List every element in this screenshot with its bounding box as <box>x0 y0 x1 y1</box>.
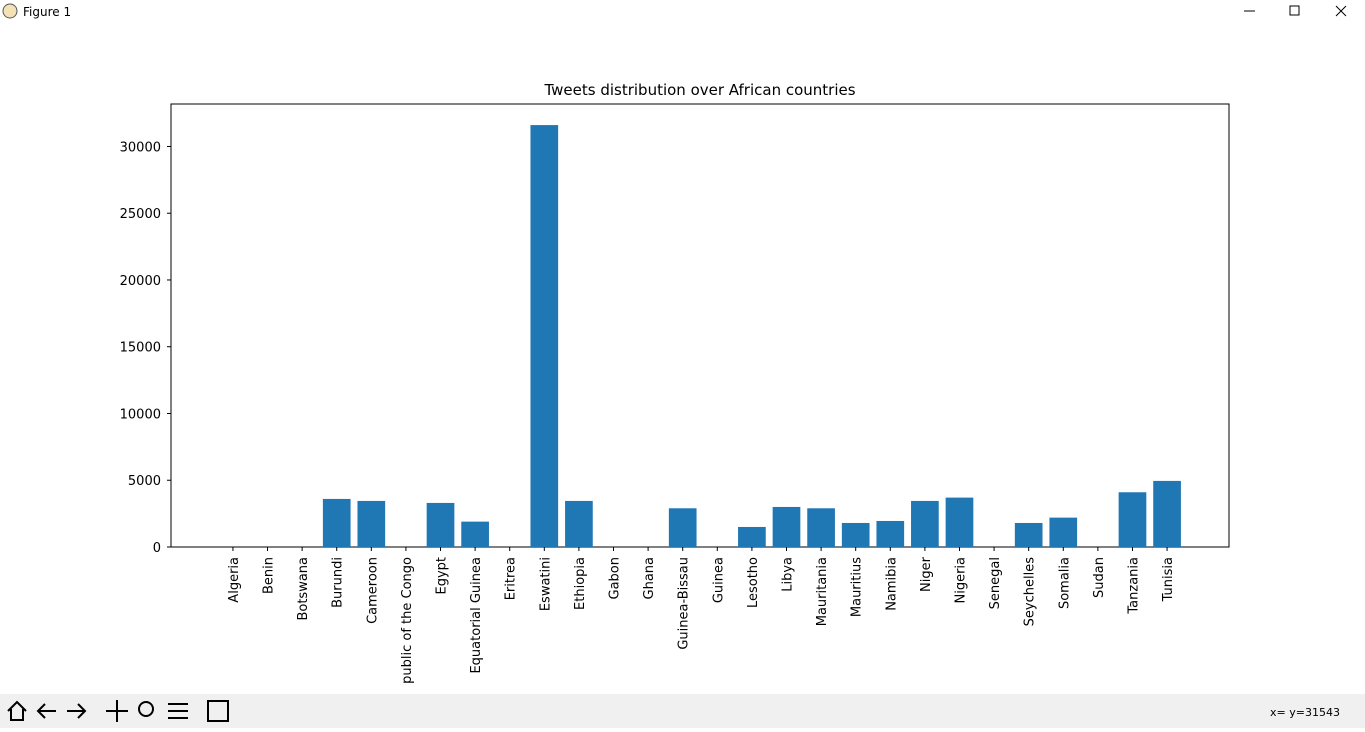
bar <box>461 521 489 547</box>
x-tick-label: Libya <box>780 557 795 592</box>
x-tick-label: Tunisia <box>1161 557 1176 602</box>
forward-button[interactable] <box>67 703 87 719</box>
close-button[interactable] <box>1335 5 1347 17</box>
plot: 0 5000 10000 15000 20000 25000 30000 Algeria Ben… <box>120 125 1181 684</box>
x-tick-label: Gabon <box>608 557 623 600</box>
configure-button[interactable] <box>168 703 188 719</box>
bar <box>876 520 905 547</box>
bar <box>1014 522 1043 547</box>
x-tick-label: Eswatini <box>538 557 553 611</box>
x-tick-label: Guinea <box>711 557 726 603</box>
y-tick-label: 25000 <box>120 207 161 222</box>
bar <box>807 508 835 547</box>
toolbar <box>0 694 1365 728</box>
x-tick-label: Niger <box>919 556 934 592</box>
y-tick-label: 30000 <box>120 140 161 155</box>
chart-title: Tweets distribution over African countri… <box>543 81 855 99</box>
bar <box>1049 517 1078 547</box>
x-tick-label: Benin <box>262 557 277 594</box>
x-tick-label: Botswana <box>296 557 311 621</box>
x-tick-label: Mauritius <box>850 557 865 617</box>
y-tick-label: 20000 <box>120 274 161 289</box>
bar <box>841 522 870 547</box>
x-tick-label: Eritrea <box>504 557 519 600</box>
x-tick-label: Burundi <box>331 557 346 608</box>
x-tick-label: Egypt <box>435 557 450 595</box>
x-tick-label: Mauritania <box>815 557 830 626</box>
bar <box>426 502 455 547</box>
x-tick-label: Ethiopia <box>573 557 588 610</box>
status-text: x= y=31543 <box>1270 706 1340 719</box>
y-tick-label: 15000 <box>120 341 161 356</box>
bar <box>1153 480 1181 547</box>
y-tick-label: 10000 <box>120 407 161 422</box>
bar <box>357 500 386 547</box>
y-tick-label: 0 <box>153 541 161 556</box>
save-button[interactable] <box>207 700 229 722</box>
bar <box>738 526 766 547</box>
bar <box>322 498 351 547</box>
home-button[interactable] <box>7 700 27 721</box>
x-tick-label: Somalia <box>1057 557 1072 609</box>
bar <box>530 125 559 547</box>
x-tick-label: Equatorial Guinea <box>469 557 484 674</box>
x-tick-label: Lesotho <box>746 557 761 608</box>
axes-frame <box>170 103 1230 548</box>
bar <box>911 500 939 547</box>
window-title: Figure 1 <box>23 5 71 19</box>
toolbar-buttons <box>7 700 229 722</box>
maximize-button[interactable] <box>1289 5 1300 16</box>
zoom-button[interactable] <box>138 701 154 717</box>
x-tick-label: public of the Congo <box>400 557 415 684</box>
bar <box>772 506 801 547</box>
x-tick-label: Nigeria <box>953 557 968 604</box>
x-tick-label: Tanzania <box>1126 557 1141 615</box>
y-tick-label: 5000 <box>128 474 161 489</box>
x-tick-label: Guinea-Bissau <box>677 557 692 650</box>
title-bar <box>0 0 1365 24</box>
x-tick-label: Senegal <box>988 557 1003 609</box>
app-icon <box>2 3 18 19</box>
x-tick-label: Algeria <box>227 557 242 603</box>
x-tick-label: Cameroon <box>365 557 380 624</box>
x-tick-label: Seychelles <box>1023 557 1038 627</box>
pan-button[interactable] <box>106 700 128 722</box>
x-tick-label: Namibia <box>884 557 899 611</box>
x-tick-label: Ghana <box>642 557 657 600</box>
bar <box>945 497 974 547</box>
bar <box>1118 492 1147 547</box>
bar <box>565 500 593 547</box>
back-button[interactable] <box>36 703 56 719</box>
x-tick-label: Sudan <box>1092 557 1107 598</box>
bar <box>668 508 697 547</box>
